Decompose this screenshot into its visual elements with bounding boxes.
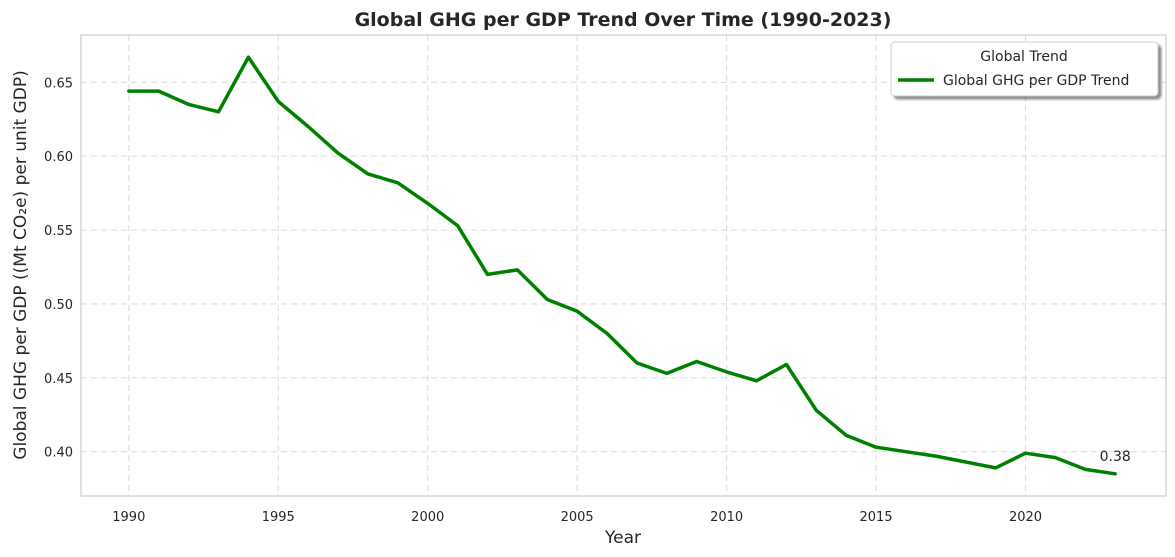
legend-entry-label: Global GHG per GDP Trend xyxy=(943,73,1129,89)
x-tick-label: 2020 xyxy=(1009,510,1042,525)
legend-title: Global Trend xyxy=(980,49,1067,65)
y-tick-label: 0.45 xyxy=(44,372,73,387)
legend: Global Trend Global GHG per GDP Trend xyxy=(890,41,1159,97)
x-tick-label: 2005 xyxy=(561,510,594,525)
x-tick-label: 2010 xyxy=(710,510,743,525)
chart-title: Global GHG per GDP Trend Over Time (1990… xyxy=(355,9,892,31)
data-label: 0.38 xyxy=(1100,449,1131,465)
y-axis-label: Global GHG per GDP ((Mt CO₂e) per unit G… xyxy=(11,70,31,459)
y-tick-label: 0.50 xyxy=(44,298,73,313)
x-tick-label: 1995 xyxy=(262,510,295,525)
axes-frame xyxy=(80,34,1167,497)
series-line xyxy=(127,55,1117,476)
y-tick-label: 0.40 xyxy=(44,446,73,461)
annotations: 0.38 xyxy=(1100,449,1131,465)
x-tick-label: 2015 xyxy=(860,510,893,525)
x-axis-label: Year xyxy=(604,528,641,548)
y-tick-label: 0.60 xyxy=(44,150,73,165)
x-ticks: 1990 1995 2000 2005 2010 2015 2020 xyxy=(112,510,1042,525)
legend-box xyxy=(890,41,1159,97)
x-tick-label: 1990 xyxy=(112,510,145,525)
x-tick-label: 2000 xyxy=(411,510,444,525)
y-tick-label: 0.55 xyxy=(44,224,73,239)
series xyxy=(127,55,1117,476)
y-tick-label: 0.65 xyxy=(44,76,73,91)
y-ticks: 0.40 0.45 0.50 0.55 0.60 0.65 xyxy=(44,76,73,460)
